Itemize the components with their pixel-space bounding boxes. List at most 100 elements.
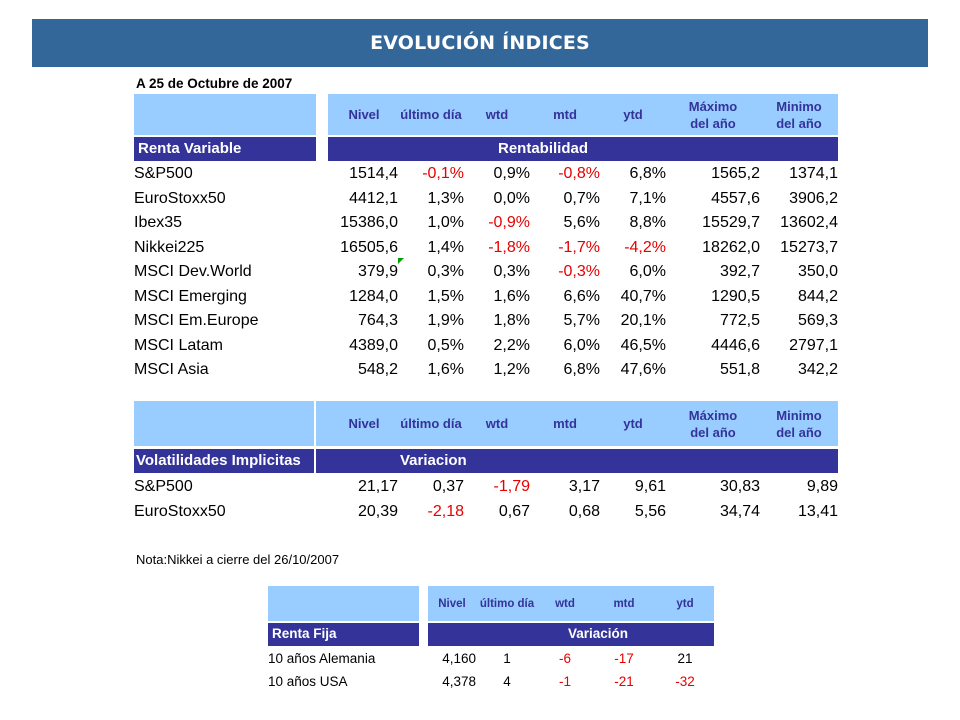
vol-table: Nivel último día wtd mtd ytd Máximo del a… (134, 401, 838, 524)
vol-section-bar: Volatilidades Implicitas (134, 449, 314, 473)
cell-wtd: 0,9% (493, 165, 530, 183)
date-label: A 25 de Octubre de 2007 (136, 76, 293, 91)
table-row: EuroStoxx50 4412,1 1,3% 0,0% 0,7% 7,1% 4557,6 3… (134, 187, 838, 212)
cell-wtd: -1,79 (493, 477, 530, 495)
cell-ultimo: 1 (503, 651, 511, 666)
cell-ytd: -32 (675, 674, 695, 689)
cell-ytd: 7,1% (629, 189, 666, 207)
row-label: MSCI Latam (134, 336, 223, 354)
row-label: Nikkei225 (134, 238, 205, 256)
cell-max: 1565,2 (711, 165, 760, 183)
table-row: 10 años Alemania 4,160 1 -6 -17 21 (268, 647, 714, 670)
cell-ultimo: 1,5% (427, 287, 464, 305)
footnote: Nota:Nikkei a cierre del 26/10/2007 (136, 552, 340, 567)
cell-mtd: 5,6% (563, 214, 600, 232)
cell-nivel: 21,17 (357, 477, 398, 495)
row-label: MSCI Asia (134, 361, 209, 379)
col-head-min-2: del año (776, 115, 822, 131)
col-head-ultimo: último día (400, 107, 462, 122)
vol-col-head-max-1: Máximo (688, 407, 738, 423)
vol-col-head-min-2: del año (776, 424, 822, 440)
col-head-wtd: wtd (485, 107, 509, 122)
row-label: S&P500 (134, 165, 193, 183)
table-row: MSCI Em.Europe 764,3 1,9% 1,8% 5,7% 20,1% 772,… (134, 309, 838, 334)
rv-header-left-bg (134, 94, 316, 135)
vol-header-right-bg (316, 401, 838, 446)
row-label: S&P500 (134, 477, 193, 495)
rv-section-bar: Renta Variable (134, 137, 316, 161)
cell-min: 2797,1 (789, 336, 838, 354)
cell-min: 1374,1 (789, 165, 838, 183)
cell-mtd: -1,7% (558, 238, 600, 256)
rv-group-bar: Rentabilidad (328, 137, 838, 161)
cell-ultimo: 0,5% (427, 336, 464, 354)
cell-mtd: -0,8% (558, 165, 600, 183)
cell-mtd: -0,3% (558, 263, 600, 281)
cell-min: 3906,2 (789, 189, 838, 207)
cell-ytd: 8,8% (629, 214, 666, 232)
cell-mtd: -17 (614, 651, 634, 666)
cell-nivel: 1514,4 (349, 165, 398, 183)
cell-ultimo: 1,3% (427, 189, 464, 207)
cell-min: 15273,7 (780, 238, 838, 256)
cell-nivel: 15386,0 (340, 214, 398, 232)
rf-table: Nivel último día wtd mtd ytd 10 años Ale… (268, 586, 714, 693)
cell-ultimo: 0,3% (427, 263, 464, 281)
cell-ytd: 21 (677, 651, 693, 666)
vol-col-head-min: Minimo del año (760, 401, 838, 446)
cell-wtd: 0,67 (498, 502, 530, 520)
vol-col-head-nivel: Nivel (348, 416, 380, 431)
cell-max: 392,7 (719, 263, 760, 281)
cell-wtd: 1,2% (493, 361, 530, 379)
cell-ultimo: 1,9% (427, 312, 464, 330)
vol-col-head-ytd: ytd (623, 416, 643, 431)
rf-col-head-ultimo: último día (479, 597, 535, 610)
cell-max: 30,83 (719, 477, 760, 495)
cell-nivel: 4389,0 (349, 336, 398, 354)
cell-ultimo: -0,1% (422, 165, 464, 183)
table-row: MSCI Latam 4389,0 0,5% 2,2% 6,0% 46,5% 4446,6 2… (134, 334, 838, 359)
rf-group-label: Variación (568, 626, 629, 641)
cell-wtd: -1,8% (488, 238, 530, 256)
cell-mtd: 0,68 (568, 502, 600, 520)
rf-header-left-bg (268, 586, 419, 621)
row-label: EuroStoxx50 (134, 502, 226, 520)
col-head-max-2: del año (690, 115, 736, 131)
row-label: 10 años USA (268, 674, 348, 689)
cell-comment-marker (398, 258, 404, 264)
col-head-ytd: ytd (623, 107, 643, 122)
cell-nivel: 548,2 (357, 361, 398, 379)
cell-max: 772,5 (719, 312, 760, 330)
vol-col-head-mtd: mtd (553, 416, 577, 431)
col-head-nivel: Nivel (348, 107, 380, 122)
cell-ultimo: 1,4% (427, 238, 464, 256)
cell-mtd: 6,0% (563, 336, 600, 354)
cell-min: 13602,4 (780, 214, 838, 232)
vol-section-label: Volatilidades Implicitas (136, 452, 301, 469)
rf-col-head-wtd: wtd (555, 597, 575, 610)
cell-wtd: -1 (558, 674, 571, 689)
table-row: EuroStoxx50 20,39 -2,18 0,67 0,68 5,56 34,74 13… (134, 499, 838, 524)
cell-mtd: 6,6% (563, 287, 600, 305)
rf-col-head-nivel: Nivel (438, 597, 466, 610)
page-title-banner: EVOLUCIÓN ÍNDICES (32, 19, 928, 67)
rv-table: Nivel último día wtd mtd ytd Máximo del a… (134, 94, 838, 383)
cell-ultimo: 1,0% (427, 214, 464, 232)
cell-wtd: -6 (558, 651, 571, 666)
cell-nivel: 764,3 (357, 312, 398, 330)
row-label: MSCI Emerging (134, 287, 247, 305)
vol-col-head-max-2: del año (690, 424, 736, 440)
row-label: Ibex35 (134, 214, 183, 232)
row-label: MSCI Dev.World (134, 263, 252, 281)
rf-section-label: Renta Fija (272, 626, 337, 641)
vol-body: S&P500 21,17 0,37 -1,79 3,17 9,61 30,83 9,89 Eur… (134, 474, 838, 524)
cell-mtd: 5,7% (563, 312, 600, 330)
vol-col-head-ultimo: último día (400, 416, 462, 431)
cell-min: 569,3 (797, 312, 838, 330)
cell-nivel: 20,39 (357, 502, 398, 520)
cell-max: 551,8 (719, 361, 760, 379)
cell-max: 34,74 (719, 502, 760, 520)
cell-ultimo: 0,37 (432, 477, 464, 495)
cell-wtd: 1,8% (493, 312, 530, 330)
cell-wtd: -0,9% (488, 214, 530, 232)
